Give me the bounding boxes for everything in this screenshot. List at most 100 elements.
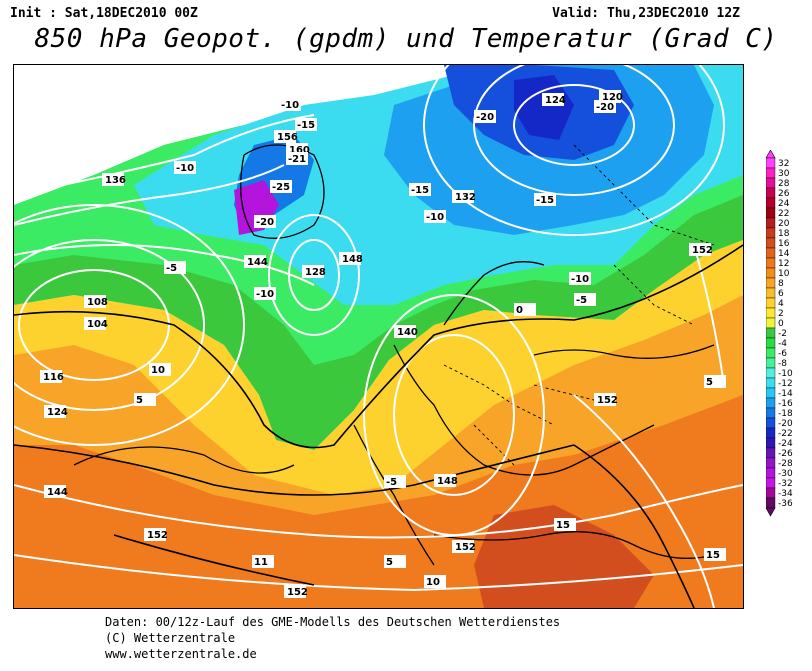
svg-text:148: 148 xyxy=(342,254,363,265)
geopot-label: 152 xyxy=(452,540,476,553)
legend-label: 22 xyxy=(778,209,789,219)
svg-text:11: 11 xyxy=(254,557,268,568)
legend-swatch xyxy=(765,297,776,309)
svg-text:152: 152 xyxy=(597,395,618,406)
svg-text:152: 152 xyxy=(455,542,476,553)
temp-label: -5 xyxy=(164,261,186,274)
temp-label: -15 xyxy=(295,118,317,131)
geopot-label: 156 xyxy=(274,130,298,143)
legend-label: -34 xyxy=(778,489,793,499)
legend-label: -20 xyxy=(778,419,793,429)
legend-label: 4 xyxy=(778,299,784,309)
svg-text:152: 152 xyxy=(287,587,308,598)
svg-text:124: 124 xyxy=(545,95,566,106)
legend-swatch xyxy=(765,247,776,259)
legend-swatch xyxy=(765,357,776,369)
legend-swatch xyxy=(765,237,776,249)
svg-text:152: 152 xyxy=(147,530,168,541)
svg-text:15: 15 xyxy=(706,550,720,561)
legend-swatch xyxy=(765,467,776,479)
temp-label: -21 xyxy=(286,152,308,165)
arctic-core-deep xyxy=(514,75,574,140)
temp-label: 15 xyxy=(704,548,726,561)
geopot-label: 128 xyxy=(302,265,326,278)
svg-text:156: 156 xyxy=(277,132,298,143)
legend-swatch xyxy=(765,407,776,419)
geopot-label: 148 xyxy=(339,252,363,265)
svg-text:136: 136 xyxy=(105,175,126,186)
temp-label: -10 xyxy=(569,272,591,285)
legend-label: -24 xyxy=(778,439,793,449)
legend-top-arrow xyxy=(765,149,776,159)
legend-label: 12 xyxy=(778,259,789,269)
temp-label: 10 xyxy=(149,363,171,376)
temp-label: 11 xyxy=(252,555,274,568)
svg-text:10: 10 xyxy=(426,577,440,588)
legend-scale: 32302826242220181614121086420-2-4-6-8-10… xyxy=(765,149,793,517)
svg-text:-10: -10 xyxy=(571,274,589,285)
svg-text:-5: -5 xyxy=(166,263,177,274)
legend-label: 32 xyxy=(778,159,789,169)
temp-label: -5 xyxy=(384,475,406,488)
temp-label: -10 xyxy=(279,98,301,111)
legend-swatch xyxy=(765,227,776,239)
svg-text:-10: -10 xyxy=(176,163,194,174)
svg-text:124: 124 xyxy=(47,407,68,418)
legend-swatch xyxy=(765,367,776,379)
legend-label: -10 xyxy=(778,369,793,379)
footer-website-link[interactable]: www.wetterzentrale.de xyxy=(105,647,257,661)
legend-label: -4 xyxy=(778,339,787,349)
init-time: Init : Sat,18DEC2010 00Z xyxy=(10,6,198,21)
svg-text:-21: -21 xyxy=(288,154,306,165)
legend-swatch xyxy=(765,387,776,399)
legend-swatch xyxy=(765,187,776,199)
geopot-label: 136 xyxy=(102,173,126,186)
svg-text:144: 144 xyxy=(47,487,68,498)
footer-data-source: Daten: 00/12z-Lauf des GME-Modells des D… xyxy=(105,615,561,629)
temp-label: -20 xyxy=(474,110,496,123)
legend-label: 6 xyxy=(778,289,784,299)
legend-label: -14 xyxy=(778,389,793,399)
svg-text:-20: -20 xyxy=(256,217,274,228)
svg-text:144: 144 xyxy=(247,257,268,268)
svg-text:120: 120 xyxy=(602,92,623,103)
svg-text:160: 160 xyxy=(289,145,310,156)
legend-swatch xyxy=(765,477,776,489)
temp-label: -20 xyxy=(254,215,276,228)
legend-label: 8 xyxy=(778,279,784,289)
legend-label: -28 xyxy=(778,459,793,469)
legend-label: 24 xyxy=(778,199,790,209)
weather-map: 104 108 116 124 144 152 148 152 152 152 … xyxy=(13,64,744,609)
legend-swatch xyxy=(765,207,776,219)
svg-text:5: 5 xyxy=(136,395,143,406)
legend-label: 10 xyxy=(778,269,790,279)
legend-swatch xyxy=(765,497,776,509)
svg-text:-25: -25 xyxy=(272,182,290,193)
geopot-label: 144 xyxy=(244,255,268,268)
legend-swatch xyxy=(765,277,776,289)
legend-swatch xyxy=(765,157,776,169)
temp-label: -10 xyxy=(174,161,196,174)
legend-label: 30 xyxy=(778,169,790,179)
legend-label: -26 xyxy=(778,449,793,459)
legend-label: -8 xyxy=(778,359,787,369)
temp-label: -20 xyxy=(594,100,616,113)
legend-label: 2 xyxy=(778,309,784,319)
legend-swatch xyxy=(765,377,776,389)
legend-label: 16 xyxy=(778,239,790,249)
geopot-label: 132 xyxy=(452,190,476,203)
legend-swatch xyxy=(765,327,776,339)
svg-text:10: 10 xyxy=(151,365,165,376)
map-labels: 104 108 116 124 144 152 148 152 152 152 … xyxy=(40,90,726,598)
svg-text:-5: -5 xyxy=(386,477,397,488)
legend-swatch xyxy=(765,267,776,279)
geopot-label: 148 xyxy=(434,474,458,487)
legend-label: -6 xyxy=(778,349,787,359)
svg-text:152: 152 xyxy=(692,245,713,256)
chart-title: 850 hPa Geopot. (gpdm) und Temperatur (G… xyxy=(34,24,778,54)
temperature-contours xyxy=(14,244,743,608)
geopot-label: 140 xyxy=(394,325,418,338)
legend-swatch xyxy=(765,307,776,319)
svg-text:-20: -20 xyxy=(596,102,614,113)
legend-swatch xyxy=(765,437,776,449)
